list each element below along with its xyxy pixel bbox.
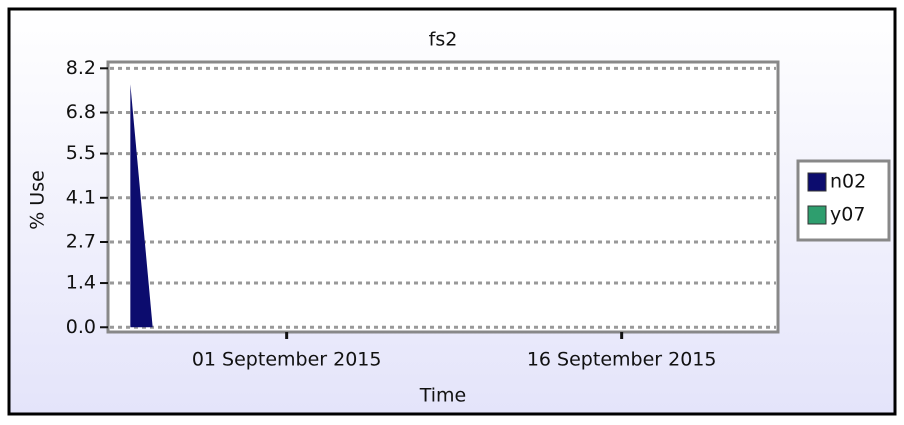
y-tick-label: 5.5 bbox=[66, 142, 96, 164]
y-tick-label: 0.0 bbox=[66, 316, 96, 338]
plot-area bbox=[106, 60, 780, 334]
area bbox=[130, 84, 153, 328]
legend-swatch bbox=[807, 172, 827, 192]
legend-swatch bbox=[807, 205, 827, 225]
legend-label: n02 bbox=[830, 171, 866, 193]
y-tick-label: 8.2 bbox=[66, 57, 96, 79]
y-tick-label: 1.4 bbox=[66, 272, 96, 294]
x-tick-label: 01 September 2015 bbox=[192, 349, 382, 371]
y-tick-label: 4.1 bbox=[66, 186, 96, 208]
x-axis-label: Time bbox=[419, 385, 467, 407]
x-tick-label: 16 September 2015 bbox=[527, 349, 717, 371]
y-axis-label: % Use bbox=[27, 170, 49, 230]
legend-label: y07 bbox=[830, 204, 865, 226]
y-tick-label: 2.7 bbox=[66, 231, 96, 253]
chart-title: fs2 bbox=[429, 29, 458, 51]
y-tick-label: 6.8 bbox=[66, 101, 96, 123]
